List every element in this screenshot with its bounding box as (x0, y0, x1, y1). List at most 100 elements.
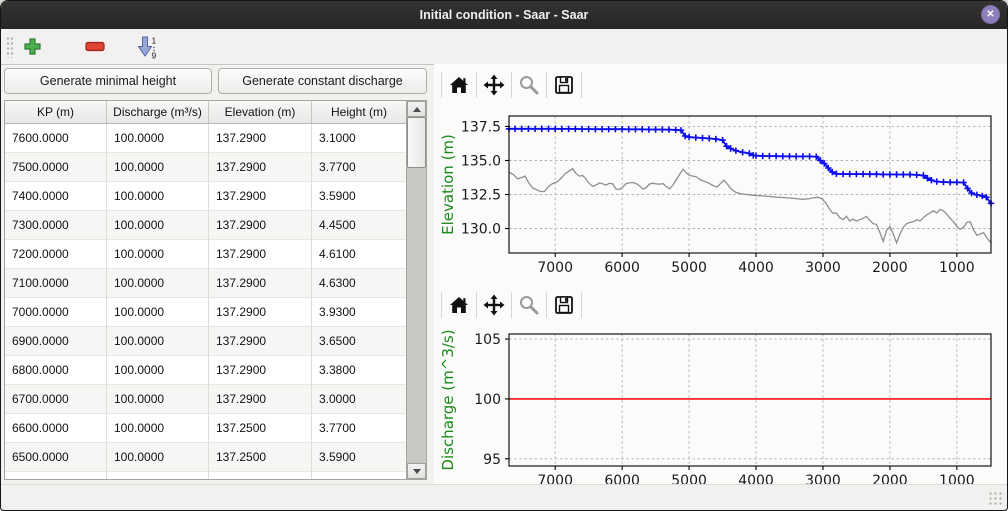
table-row[interactable]: 7400.0000 100.0000 137.2900 3.5900 (5, 182, 406, 211)
table-row[interactable]: 6900.0000 100.0000 137.2900 3.6500 (5, 327, 406, 356)
separator (511, 292, 512, 318)
save-button[interactable] (547, 290, 581, 320)
column-header-discharge[interactable]: Discharge (m³/s) (107, 101, 209, 123)
table-cell[interactable]: 100.0000 (107, 269, 209, 298)
discharge-chart-canvas[interactable]: 7000 6000 5000 4000 3000 2000 1000 105 100 95 Disc… (437, 323, 1008, 487)
table-vertical-scrollbar[interactable] (406, 101, 426, 479)
table-cell[interactable]: 4.6300 (312, 269, 406, 298)
generate-minimal-height-button[interactable]: Generate minimal height (4, 68, 212, 94)
svg-text:132.5: 132.5 (461, 187, 501, 203)
table-cell[interactable]: 7500.0000 (5, 153, 107, 182)
close-icon: ✕ (986, 9, 995, 20)
table-cell[interactable] (107, 472, 209, 479)
table-row[interactable]: 7200.0000 100.0000 137.2900 4.6100 (5, 240, 406, 269)
scrollbar-thumb[interactable] (407, 117, 426, 168)
table-cell[interactable]: 137.2900 (209, 240, 312, 269)
sort-rows-button[interactable]: 1 9 (131, 32, 165, 61)
home-button[interactable] (442, 290, 476, 320)
toolbar-drag-handle-icon[interactable] (6, 36, 13, 58)
table-cell[interactable]: 3.6500 (312, 327, 406, 356)
table-cell[interactable]: 6600.0000 (5, 414, 107, 443)
table-cell[interactable]: 137.2900 (209, 124, 312, 153)
table-cell[interactable]: 3.5900 (312, 443, 406, 472)
close-button[interactable]: ✕ (981, 5, 1000, 24)
table-cell[interactable]: 137.2500 (209, 443, 312, 472)
table-cell[interactable]: 137.2500 (209, 414, 312, 443)
separator (546, 72, 547, 98)
add-row-button[interactable] (17, 32, 47, 61)
generate-constant-discharge-button[interactable]: Generate constant discharge (218, 68, 427, 94)
table-cell[interactable]: 3.3800 (312, 356, 406, 385)
remove-row-button[interactable] (80, 32, 110, 61)
table-row[interactable]: 7300.0000 100.0000 137.2900 4.4500 (5, 211, 406, 240)
table-cell[interactable]: 7200.0000 (5, 240, 107, 269)
table-cell[interactable]: 100.0000 (107, 443, 209, 472)
resize-grip-icon[interactable] (988, 491, 1002, 505)
table-cell[interactable]: 100.0000 (107, 327, 209, 356)
table-cell[interactable]: 137.2900 (209, 211, 312, 240)
table-cell[interactable] (312, 472, 406, 479)
table-cell[interactable]: 3.1000 (312, 124, 406, 153)
table-cell[interactable]: 6700.0000 (5, 385, 107, 414)
table-cell[interactable]: 6900.0000 (5, 327, 107, 356)
table-cell[interactable]: 100.0000 (107, 298, 209, 327)
zoom-icon (520, 76, 539, 95)
scroll-up-button[interactable] (407, 101, 426, 117)
table-cell[interactable]: 137.2900 (209, 356, 312, 385)
table-cell[interactable]: 137.2900 (209, 153, 312, 182)
table-row[interactable]: 7600.0000 100.0000 137.2900 3.1000 (5, 124, 406, 153)
svg-text:4000: 4000 (738, 260, 774, 276)
table-row-partial[interactable] (5, 472, 406, 479)
table-cell[interactable]: 137.2900 (209, 182, 312, 211)
table-cell[interactable]: 100.0000 (107, 356, 209, 385)
separator (441, 72, 442, 98)
table-cell[interactable]: 137.2900 (209, 298, 312, 327)
table-cell[interactable]: 7300.0000 (5, 211, 107, 240)
table-cell[interactable]: 3.5900 (312, 182, 406, 211)
table-cell[interactable]: 7100.0000 (5, 269, 107, 298)
zoom-button[interactable] (512, 290, 546, 320)
table-row[interactable]: 7100.0000 100.0000 137.2900 4.6300 (5, 269, 406, 298)
elevation-chart-canvas[interactable]: 7000 6000 5000 4000 3000 2000 1000 137.5 135.0 13… (437, 105, 1008, 289)
home-button[interactable] (442, 70, 476, 100)
column-header-elevation[interactable]: Elevation (m) (209, 101, 312, 123)
table-cell[interactable]: 100.0000 (107, 182, 209, 211)
table-cell[interactable]: 7400.0000 (5, 182, 107, 211)
table-row[interactable]: 7000.0000 100.0000 137.2900 3.9300 (5, 298, 406, 327)
table-row[interactable]: 6500.0000 100.0000 137.2500 3.5900 (5, 443, 406, 472)
table-cell[interactable]: 7000.0000 (5, 298, 107, 327)
table-cell[interactable]: 3.0000 (312, 385, 406, 414)
table-row[interactable]: 6600.0000 100.0000 137.2500 3.7700 (5, 414, 406, 443)
pan-button[interactable] (477, 290, 511, 320)
table-row[interactable]: 6700.0000 100.0000 137.2900 3.0000 (5, 385, 406, 414)
table-cell[interactable]: 137.2900 (209, 269, 312, 298)
table-cell[interactable]: 100.0000 (107, 385, 209, 414)
table-cell[interactable]: 100.0000 (107, 414, 209, 443)
table-row[interactable]: 7500.0000 100.0000 137.2900 3.7700 (5, 153, 406, 182)
table-cell[interactable]: 6800.0000 (5, 356, 107, 385)
table-cell[interactable]: 100.0000 (107, 240, 209, 269)
save-button[interactable] (547, 70, 581, 100)
column-header-kp[interactable]: KP (m) (5, 101, 107, 123)
scroll-down-button[interactable] (407, 463, 426, 479)
table-cell[interactable]: 4.4500 (312, 211, 406, 240)
table-cell[interactable] (5, 472, 107, 479)
table-cell[interactable]: 3.7700 (312, 153, 406, 182)
table-cell[interactable]: 3.9300 (312, 298, 406, 327)
zoom-button[interactable] (512, 70, 546, 100)
pan-button[interactable] (477, 70, 511, 100)
table-cell[interactable]: 7600.0000 (5, 124, 107, 153)
scrollbar-trough[interactable] (407, 168, 426, 463)
table-row[interactable]: 6800.0000 100.0000 137.2900 3.3800 (5, 356, 406, 385)
table-cell[interactable]: 6500.0000 (5, 443, 107, 472)
table-cell[interactable]: 4.6100 (312, 240, 406, 269)
table-cell[interactable]: 3.7700 (312, 414, 406, 443)
table-cell[interactable]: 100.0000 (107, 153, 209, 182)
table-cell[interactable]: 100.0000 (107, 211, 209, 240)
column-header-height[interactable]: Height (m) (330, 105, 387, 119)
table-cell[interactable] (209, 472, 312, 479)
table-cell[interactable]: 137.2900 (209, 385, 312, 414)
table-cell[interactable]: 100.0000 (107, 124, 209, 153)
app-toolbar: 1 9 (1, 29, 1007, 65)
table-cell[interactable]: 137.2900 (209, 327, 312, 356)
